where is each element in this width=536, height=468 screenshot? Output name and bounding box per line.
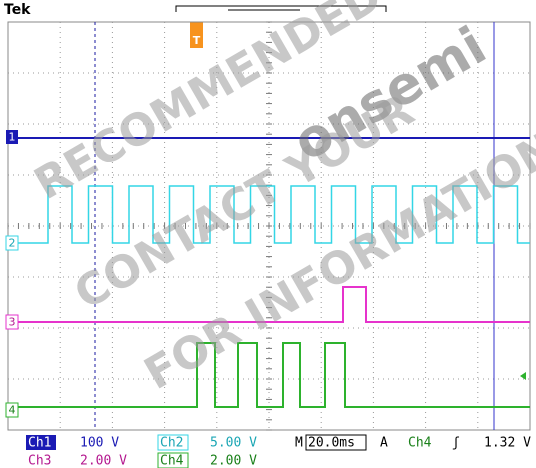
ch2-readout-name: Ch2 xyxy=(160,436,183,451)
ch1-readout-box xyxy=(26,435,56,450)
ch1-scale: 100 V xyxy=(80,436,119,451)
trigger-position-marker xyxy=(190,22,203,48)
ch1-marker: 1 xyxy=(6,130,18,144)
ch2-scale: 5.00 V xyxy=(210,436,257,451)
ch4-readout-name: Ch4 xyxy=(160,454,184,468)
trigger-marker-label: T xyxy=(193,34,201,47)
ch1-readout-name: Ch1 xyxy=(28,436,51,451)
timebase-value: 20.0ms xyxy=(308,436,355,451)
ch3-readout-name: Ch3 xyxy=(28,454,51,468)
brand: Tek xyxy=(4,2,31,18)
graticule xyxy=(7,21,531,431)
ch4-label: 4 xyxy=(9,404,16,417)
traces xyxy=(18,137,530,408)
ch1-label: 1 xyxy=(9,131,16,144)
ch4-readout-box xyxy=(157,452,189,468)
ch3-trace xyxy=(18,286,530,323)
ch3-marker: 3 xyxy=(5,314,19,330)
trigger-level: 1.32 V xyxy=(484,436,531,451)
record-bracket xyxy=(175,5,387,12)
timebase-prefix: M xyxy=(295,436,303,451)
ch3-scale: 2.00 V xyxy=(80,454,127,468)
ch2-label: 2 xyxy=(9,237,16,250)
trigger-prefix: A xyxy=(380,436,388,451)
timebase-box xyxy=(305,434,367,451)
ch2-trace xyxy=(18,185,530,244)
trigger-level-marker xyxy=(520,372,526,380)
ch4-trace xyxy=(18,342,530,408)
ch2-marker: 2 xyxy=(5,235,19,251)
trigger-slope: ʃ xyxy=(452,436,460,451)
ch4-scale: 2.00 V xyxy=(210,454,257,468)
ch3-label: 3 xyxy=(9,316,16,329)
ch2-readout-box xyxy=(157,434,189,451)
readout-bar xyxy=(0,433,536,468)
ch4-marker: 4 xyxy=(5,402,19,418)
trigger-source: Ch4 xyxy=(408,436,432,451)
